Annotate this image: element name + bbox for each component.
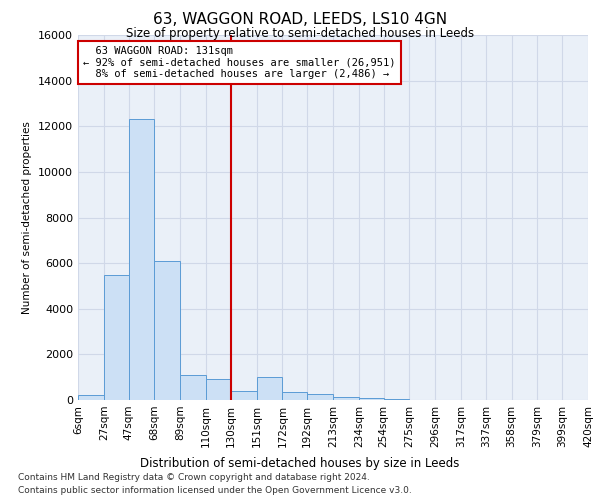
Bar <box>333 396 359 400</box>
Text: Contains public sector information licensed under the Open Government Licence v3: Contains public sector information licen… <box>18 486 412 495</box>
Text: Distribution of semi-detached houses by size in Leeds: Distribution of semi-detached houses by … <box>140 458 460 470</box>
Bar <box>307 394 333 400</box>
Text: Contains HM Land Registry data © Crown copyright and database right 2024.: Contains HM Land Registry data © Crown c… <box>18 472 370 482</box>
Bar <box>206 380 231 400</box>
Text: 63 WAGGON ROAD: 131sqm
← 92% of semi-detached houses are smaller (26,951)
  8% o: 63 WAGGON ROAD: 131sqm ← 92% of semi-det… <box>83 46 395 79</box>
Text: Size of property relative to semi-detached houses in Leeds: Size of property relative to semi-detach… <box>126 28 474 40</box>
Bar <box>383 399 409 400</box>
Bar <box>180 375 206 400</box>
Bar <box>257 377 283 400</box>
Bar <box>104 274 128 400</box>
Bar <box>78 396 104 400</box>
Bar <box>128 120 154 400</box>
Bar <box>283 392 307 400</box>
Bar <box>359 398 383 400</box>
Text: 63, WAGGON ROAD, LEEDS, LS10 4GN: 63, WAGGON ROAD, LEEDS, LS10 4GN <box>153 12 447 28</box>
Bar <box>231 391 257 400</box>
Y-axis label: Number of semi-detached properties: Number of semi-detached properties <box>22 121 32 314</box>
Bar <box>154 261 180 400</box>
